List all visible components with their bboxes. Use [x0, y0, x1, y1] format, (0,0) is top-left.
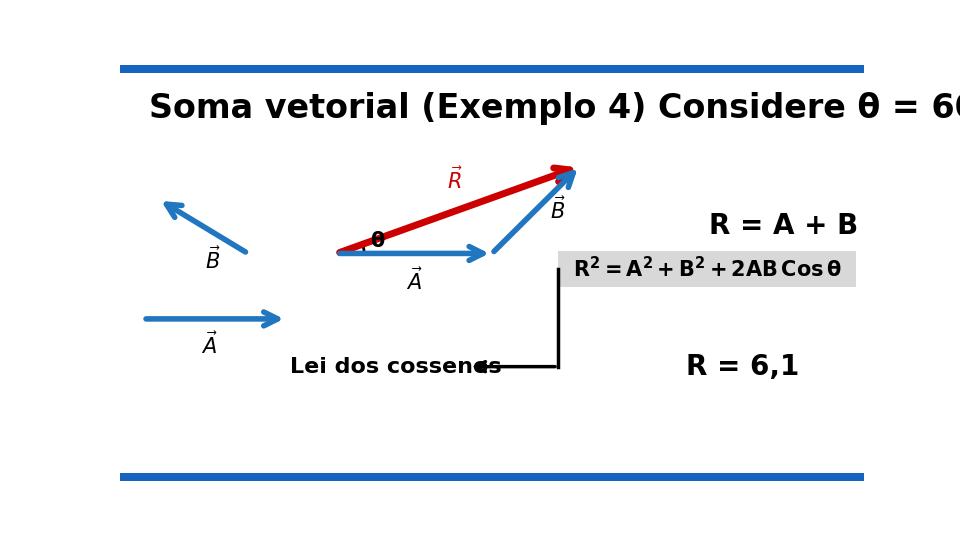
Text: $\vec{B}$: $\vec{B}$: [550, 197, 565, 224]
Text: Lei dos cossenos: Lei dos cossenos: [291, 356, 502, 376]
Text: R = 6,1: R = 6,1: [685, 353, 799, 381]
Bar: [120, 473, 864, 481]
Text: $\vec{A}$: $\vec{A}$: [201, 331, 218, 358]
Text: $\vec{A}$: $\vec{A}$: [406, 267, 423, 294]
Text: $\vec{R}$: $\vec{R}$: [446, 166, 463, 193]
Bar: [558, 251, 856, 287]
Text: $\mathbf{R^2 = A^2 + B^2 + 2AB\,Cos\,\theta}$: $\mathbf{R^2 = A^2 + B^2 + 2AB\,Cos\,\th…: [573, 256, 842, 281]
Text: R = A + B: R = A + B: [709, 213, 858, 240]
Text: θ: θ: [371, 231, 385, 251]
Bar: [120, 65, 864, 72]
Text: Soma vetorial (Exemplo 4) Considere θ = 60·: Soma vetorial (Exemplo 4) Considere θ = …: [150, 92, 960, 125]
Text: $\vec{B}$: $\vec{B}$: [205, 246, 221, 273]
